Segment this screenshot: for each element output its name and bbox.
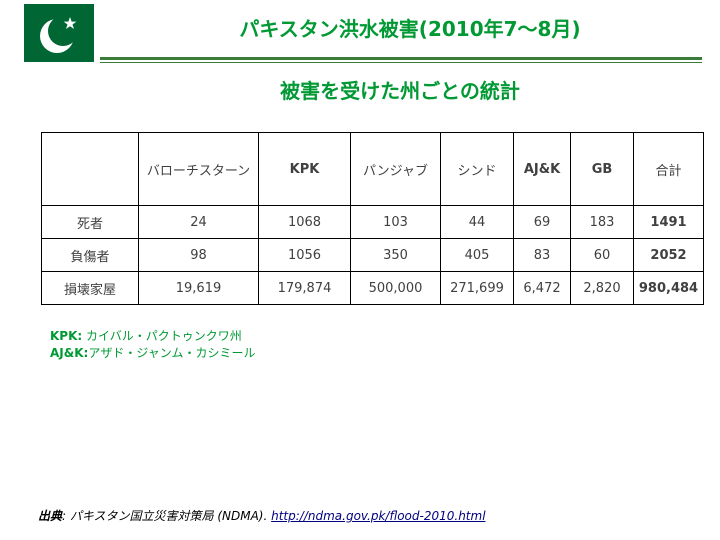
- crescent-star-icon: [24, 4, 94, 62]
- source-link[interactable]: http://ndma.gov.pk/flood-2010.html: [271, 509, 486, 523]
- note-text: アザド・ジャンム・カシミール: [88, 346, 256, 360]
- source-label: 出典: [38, 509, 63, 523]
- table-cell: 500,000: [350, 271, 441, 305]
- table-cell: 271,699: [440, 271, 514, 305]
- pakistan-flag: [24, 4, 94, 62]
- table-cell: 179,874: [258, 271, 351, 305]
- header-cell-balochistan: バローチスターン: [138, 132, 259, 206]
- source-text: : パキスタン国立災害対策局 (NDMA).: [62, 509, 272, 523]
- header-cell-gb: GB: [570, 132, 634, 206]
- header-cell-empty: [41, 132, 139, 206]
- table-cell: 1056: [258, 238, 351, 272]
- slide-subtitle: 被害を受けた州ごとの統計: [280, 79, 520, 103]
- table-cell: 98: [138, 238, 259, 272]
- table-cell: 183: [570, 205, 634, 239]
- table-cell: 19,619: [138, 271, 259, 305]
- table-header-row: バローチスターン KPK パンジャブ シンド AJ&K GB 合計: [41, 132, 704, 206]
- table-row-injured: 負傷者 98 1056 350 405 83 60 2052: [41, 238, 704, 272]
- table-cell: 2,820: [570, 271, 634, 305]
- note-text: カイバル・パクトゥンクワ州: [86, 329, 242, 343]
- note-abbr: AJ&K:: [50, 346, 89, 360]
- header-cell-ajk: AJ&K: [513, 132, 571, 206]
- header-cell-kpk: KPK: [258, 132, 351, 206]
- row-label: 死者: [41, 205, 139, 239]
- flood-stats-table: バローチスターン KPK パンジャブ シンド AJ&K GB 合計 死者 24 …: [41, 132, 704, 305]
- header-cell-sindh: シンド: [440, 132, 514, 206]
- table-cell: 69: [513, 205, 571, 239]
- title-rule: [100, 57, 702, 60]
- table-cell: 24: [138, 205, 259, 239]
- table-cell: 103: [350, 205, 441, 239]
- header-cell-total: 合計: [633, 132, 704, 206]
- total-cell: 1491: [633, 205, 704, 239]
- table-cell: 405: [440, 238, 514, 272]
- table-cell: 1068: [258, 205, 351, 239]
- note-kpk: KPK: カイバル・パクトゥンクワ州: [50, 328, 256, 345]
- note-ajk: AJ&K:アザド・ジャンム・カシミール: [50, 345, 256, 362]
- row-label: 負傷者: [41, 238, 139, 272]
- table-cell: 350: [350, 238, 441, 272]
- table-cell: 6,472: [513, 271, 571, 305]
- total-cell: 2052: [633, 238, 704, 272]
- table-cell: 83: [513, 238, 571, 272]
- total-cell: 980,484: [633, 271, 704, 305]
- row-label: 損壊家屋: [41, 271, 139, 305]
- header-cell-punjab: パンジャブ: [350, 132, 441, 206]
- table-cell: 44: [440, 205, 514, 239]
- table-cell: 60: [570, 238, 634, 272]
- table-row-houses: 損壊家屋 19,619 179,874 500,000 271,699 6,47…: [41, 271, 704, 305]
- slide-title: パキスタン洪水被害(2010年7～8月): [239, 17, 581, 41]
- abbreviation-notes: KPK: カイバル・パクトゥンクワ州 AJ&K:アザド・ジャンム・カシミール: [50, 328, 256, 362]
- table-row-deaths: 死者 24 1068 103 44 69 183 1491: [41, 205, 704, 239]
- title-rule-thin: [100, 62, 702, 63]
- source-citation: 出典: パキスタン国立災害対策局 (NDMA). http://ndma.gov…: [38, 507, 486, 524]
- note-abbr: KPK:: [50, 329, 83, 343]
